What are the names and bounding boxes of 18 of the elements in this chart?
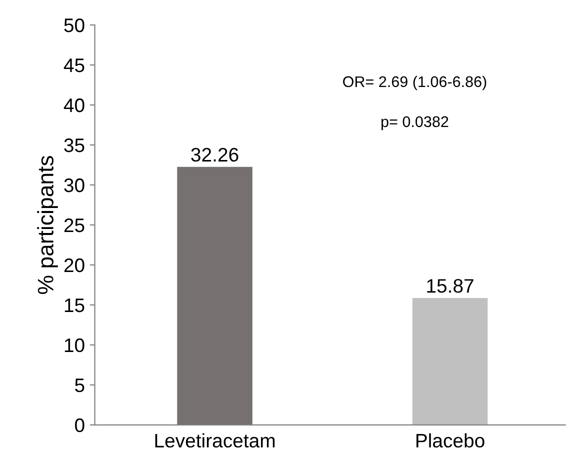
y-tick-label: 0 <box>75 418 84 432</box>
data-label: 32.26 <box>191 148 238 162</box>
annotation: p= 0.0382 <box>382 116 448 130</box>
y-axis-title: % participants <box>37 156 58 294</box>
x-tick-label: Levetiracetam <box>155 433 275 448</box>
x-tick-label: Placebo <box>416 433 484 448</box>
annotation: OR= 2.69 (1.06-6.86) <box>343 76 486 90</box>
y-tick-label: 10 <box>64 338 84 352</box>
data-label: 15.87 <box>427 278 474 293</box>
y-tick-label: 30 <box>64 178 84 192</box>
y-tick-label: 45 <box>64 58 84 72</box>
y-tick-label: 20 <box>64 258 84 272</box>
y-tick-label: 5 <box>75 378 84 392</box>
y-tick-label: 40 <box>64 98 84 112</box>
y-tick-label: 15 <box>64 298 84 312</box>
y-tick-label: 35 <box>64 138 84 152</box>
y-tick-label: 50 <box>64 18 84 32</box>
y-tick-label: 25 <box>64 218 84 232</box>
